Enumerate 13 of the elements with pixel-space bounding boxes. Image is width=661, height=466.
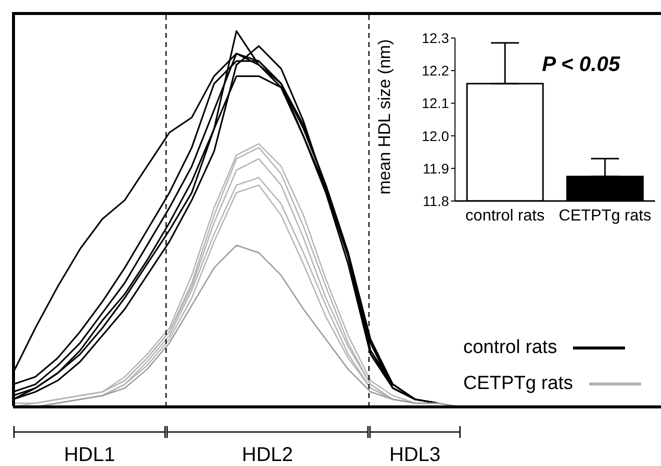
y-axis-title: mean HDL size (nm)	[375, 39, 394, 194]
legend-label: CETPTg rats	[463, 373, 573, 395]
y-tick-label: 12.1	[422, 95, 450, 112]
text: HDL2	[242, 444, 294, 466]
y-tick-label: 11.8	[422, 192, 450, 209]
legend-label: control rats	[463, 337, 558, 359]
y-tick-label: 11.9	[422, 160, 450, 176]
y-tick-label: 12.2	[422, 62, 450, 79]
y-tick-label: 12.0	[422, 128, 450, 144]
y-tick-label: 12.3	[422, 30, 450, 46]
text: HDL3	[389, 444, 441, 466]
annotation: P < 0.05	[542, 53, 620, 77]
text: HDL1	[64, 444, 116, 466]
